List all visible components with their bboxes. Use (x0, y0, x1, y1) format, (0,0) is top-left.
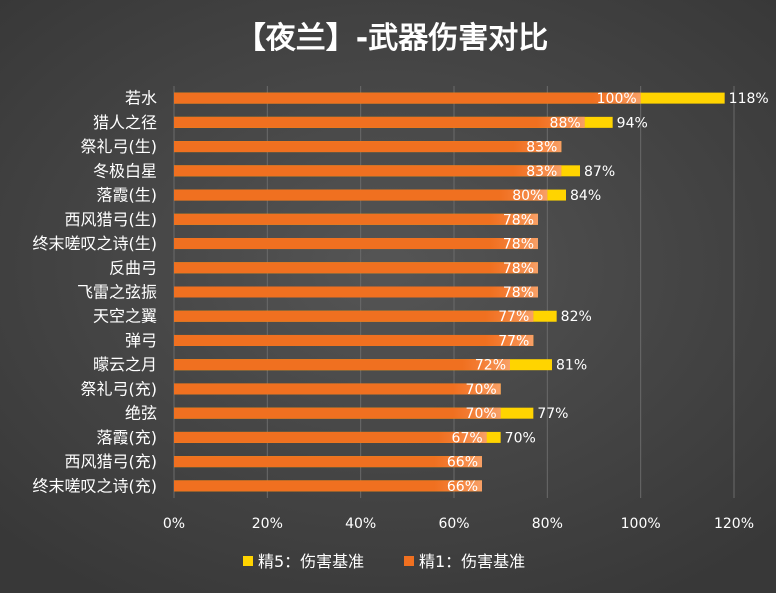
x-tick-label: 0% (163, 516, 185, 532)
bar-refine1 (174, 456, 482, 468)
value-label-refine1: 78% (503, 237, 534, 253)
value-label-refine1: 72% (475, 358, 506, 374)
value-label-refine5: 70% (505, 430, 536, 446)
category-label: 冬极白星 (93, 161, 157, 180)
value-label-refine5: 94% (617, 115, 648, 131)
value-labels: 100% 118% 88% 94% 83% 83% 87% 80% 84% 78% 78% 78% 78… (447, 91, 769, 495)
category-label: 祭礼弓(充) (81, 379, 158, 398)
legend: 精5：伤害基准 精1：伤害基准 (243, 552, 525, 571)
bar-refine1-glow (490, 238, 538, 250)
category-label: 西风猎弓(充) (65, 452, 158, 471)
value-label-refine1: 80% (512, 188, 543, 204)
x-tick-label: 40% (345, 516, 376, 532)
value-label-refine1: 70% (466, 382, 497, 398)
bar-refine1 (174, 116, 585, 128)
value-label-refine1: 66% (447, 479, 478, 495)
value-label-refine1: 67% (452, 430, 483, 446)
value-label-refine1: 66% (447, 455, 478, 471)
chart-title: 【夜兰】-武器伤害对比 (236, 21, 548, 56)
value-label-refine5: 118% (729, 91, 769, 107)
value-label-refine5: 87% (584, 164, 615, 180)
value-label-refine1: 77% (498, 333, 529, 349)
category-label: 西风猎弓(生) (65, 210, 158, 229)
value-label-refine1: 83% (526, 140, 557, 156)
legend-label: 精5：伤害基准 (258, 552, 364, 571)
bar-refine1 (174, 262, 538, 274)
category-label: 终末嗟叹之诗(生) (33, 234, 158, 253)
bar-refine1 (174, 286, 538, 298)
bar-refine1 (174, 213, 538, 225)
bar-refine1 (174, 189, 548, 201)
category-label: 反曲弓 (109, 258, 157, 277)
bar-refine1 (174, 165, 562, 177)
bar-refine1 (174, 310, 534, 322)
value-label-refine5: 82% (561, 309, 592, 325)
x-tick-label: 20% (252, 516, 283, 532)
category-label: 曚云之月 (93, 355, 157, 374)
category-label: 天空之翼 (93, 307, 157, 326)
bar-refine1-glow (490, 213, 538, 225)
x-tick-label: 100% (621, 516, 661, 532)
category-label: 落霞(充) (97, 428, 158, 447)
value-label-refine1: 100% (597, 91, 637, 107)
x-tick-label: 120% (714, 516, 754, 532)
bar-refine1 (174, 92, 641, 104)
legend-swatch (404, 556, 414, 566)
bar-refine1-glow (485, 310, 534, 322)
category-label: 飞雷之弦振 (77, 283, 157, 302)
category-label: 落霞(生) (97, 186, 158, 205)
bar-refine1 (174, 238, 538, 250)
bar-refine1-glow (513, 141, 562, 153)
bar-refine1 (174, 334, 534, 346)
legend-label: 精1：伤害基准 (419, 552, 525, 571)
category-label: 祭礼弓(生) (81, 137, 158, 156)
bar-refine1 (174, 359, 510, 371)
category-label: 若水 (125, 89, 157, 108)
bar-refine1 (174, 383, 501, 395)
category-label: 弹弓 (125, 331, 157, 350)
bar-refine1-glow (499, 189, 548, 201)
category-label: 猎人之径 (93, 113, 157, 132)
bar-refine1-glow (438, 431, 487, 443)
category-label: 终末嗟叹之诗(充) (33, 476, 158, 495)
bar-refine1-glow (592, 92, 641, 104)
value-label-refine1: 78% (503, 285, 534, 301)
value-label-refine1: 78% (503, 212, 534, 228)
bar-refine1-glow (452, 383, 501, 395)
value-label-refine5: 84% (570, 188, 601, 204)
value-label-refine1: 88% (550, 115, 581, 131)
bar-refine1 (174, 480, 482, 492)
legend-swatch (243, 556, 253, 566)
bar-refine1-glow (513, 165, 562, 177)
value-label-refine1: 77% (498, 309, 529, 325)
x-axis-tick-labels: 0% 20% 40% 60% 80% 100% 120% (163, 516, 754, 532)
bar-refine1 (174, 141, 562, 153)
bar-refine1-glow (434, 456, 482, 468)
bar-refine1-glow (452, 407, 501, 419)
x-tick-label: 60% (438, 516, 469, 532)
value-label-refine5: 81% (556, 358, 587, 374)
value-label-refine1: 78% (503, 261, 534, 277)
value-label-refine1: 83% (526, 164, 557, 180)
bar-refine1-glow (485, 334, 534, 346)
bar-refine1-glow (536, 116, 585, 128)
bar-refine1-glow (490, 286, 538, 298)
bar-refine1 (174, 431, 487, 443)
bar-refine1-glow (462, 359, 510, 371)
bar-refine1-glow (490, 262, 538, 274)
category-label: 绝弦 (125, 404, 157, 423)
value-label-refine5: 77% (537, 406, 568, 422)
bar-refine1 (174, 407, 501, 419)
value-label-refine1: 70% (466, 406, 497, 422)
bar-refine1-glow (434, 480, 482, 492)
x-tick-label: 80% (532, 516, 563, 532)
bars (174, 92, 725, 492)
